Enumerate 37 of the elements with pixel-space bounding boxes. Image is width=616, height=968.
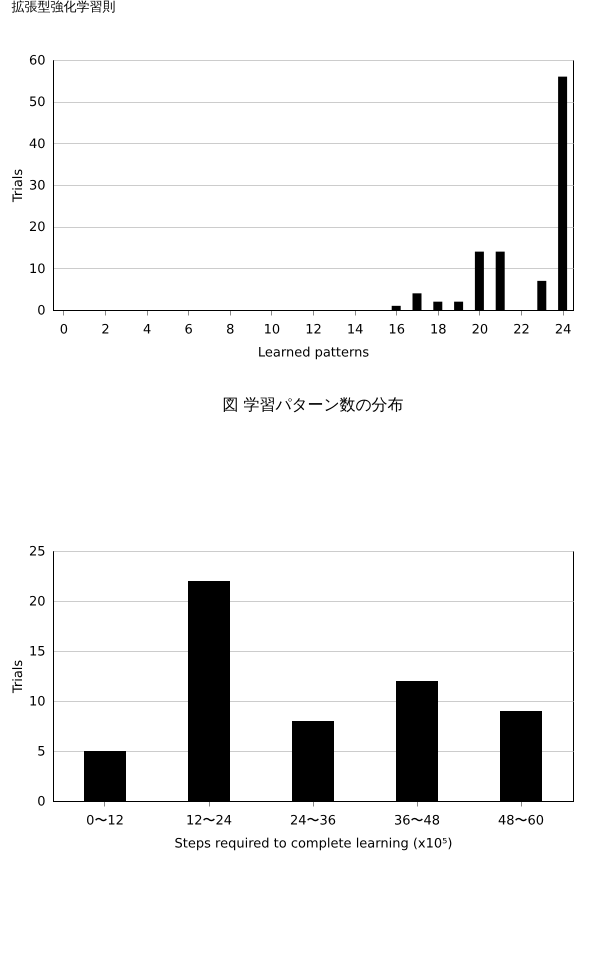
x-tick-label: 14 — [346, 322, 364, 338]
x-tick-label: 16 — [388, 322, 405, 338]
y-tick-label: 5 — [37, 744, 46, 760]
x-tick-label: 0〜12 — [86, 814, 124, 828]
y-tick-label: 40 — [28, 136, 46, 152]
x-tick-label: 2 — [101, 322, 110, 338]
x-tick-label: 0 — [60, 322, 68, 338]
y-tick-label: 10 — [28, 694, 46, 710]
x-tick-label: 24 — [554, 322, 572, 338]
x-tick-label: 20 — [472, 322, 488, 338]
y-axis-title: Trials — [10, 168, 26, 204]
x-tick-label: 12〜24 — [186, 814, 232, 828]
x-axis-title: Learned patterns — [258, 346, 370, 360]
x-tick-label: 22 — [513, 322, 530, 338]
x-tick-label: 48〜60 — [498, 814, 544, 828]
x-tick-label: 24〜36 — [290, 814, 336, 828]
x-axis-title: Steps required to complete learning (x10⁵) — [174, 836, 452, 852]
y-tick-label: 0 — [37, 794, 46, 810]
x-tick-label: 36〜48 — [394, 814, 440, 828]
y-axis-title: Trials — [10, 660, 26, 694]
chart-title: 拡張型強化学習則 — [11, 0, 116, 15]
y-tick-label: 60 — [28, 54, 46, 68]
y-tick-label: 50 — [28, 95, 46, 110]
x-tick-label: 8 — [226, 322, 234, 338]
y-tick-label: 15 — [28, 644, 46, 660]
y-tick-label: 20 — [28, 594, 46, 610]
x-tick-label: 12 — [305, 322, 322, 338]
y-tick-label: 0 — [37, 304, 46, 318]
y-tick-label: 25 — [28, 544, 46, 560]
y-tick-label: 20 — [28, 220, 46, 236]
x-tick-label: 18 — [430, 322, 447, 338]
x-tick-label: 10 — [264, 322, 280, 338]
text: 図 学習パターン数の分布 — [222, 395, 404, 414]
x-tick-label: 4 — [142, 322, 152, 338]
y-tick-label: 30 — [28, 178, 46, 194]
x-tick-label: 6 — [184, 322, 193, 338]
y-tick-label: 10 — [28, 262, 46, 277]
